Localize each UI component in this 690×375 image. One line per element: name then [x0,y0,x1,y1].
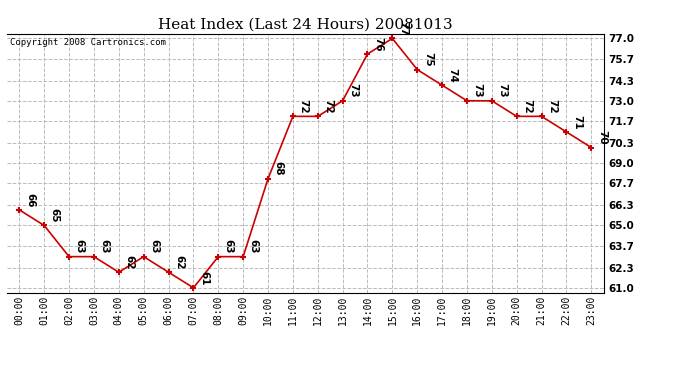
Text: 74: 74 [448,68,457,82]
Text: Copyright 2008 Cartronics.com: Copyright 2008 Cartronics.com [10,38,166,46]
Text: 77: 77 [398,21,408,36]
Text: 73: 73 [348,83,358,98]
Text: 66: 66 [25,193,35,207]
Text: 63: 63 [149,239,159,254]
Text: 62: 62 [124,255,135,270]
Text: 70: 70 [597,130,607,145]
Text: 63: 63 [224,239,234,254]
Text: 73: 73 [473,83,482,98]
Text: 72: 72 [324,99,333,114]
Text: 63: 63 [99,239,110,254]
Text: 63: 63 [248,239,259,254]
Text: 61: 61 [199,270,209,285]
Text: 73: 73 [497,83,507,98]
Text: 65: 65 [50,208,60,223]
Text: 72: 72 [299,99,308,114]
Text: 71: 71 [572,114,582,129]
Text: 68: 68 [273,161,284,176]
Title: Heat Index (Last 24 Hours) 20081013: Heat Index (Last 24 Hours) 20081013 [158,17,453,31]
Text: 62: 62 [174,255,184,270]
Text: 72: 72 [522,99,532,114]
Text: 63: 63 [75,239,85,254]
Text: 75: 75 [423,52,433,67]
Text: 72: 72 [547,99,557,114]
Text: 76: 76 [373,37,383,51]
